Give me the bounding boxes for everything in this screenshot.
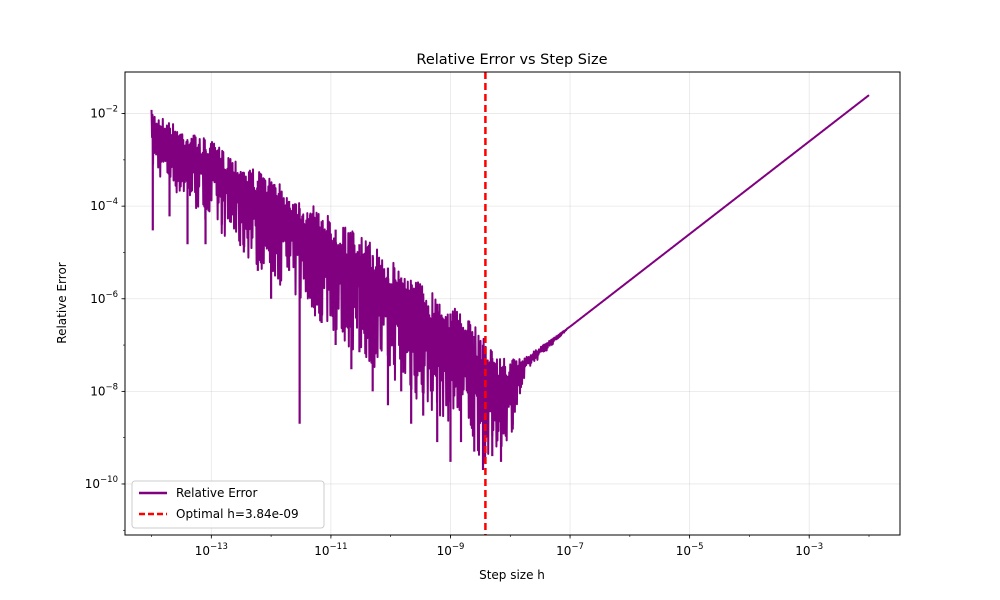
x-tick-label: 10−9 [437, 542, 465, 558]
x-tick-label: 10−5 [676, 542, 704, 558]
plot-frame [124, 71, 901, 536]
legend: Relative Error Optimal h=3.84e-09 [131, 480, 325, 529]
y-tick-label: 10−6 [90, 290, 118, 306]
legend-box [131, 480, 325, 529]
x-axis: 10−13 10−11 10−9 10−7 10−5 10−3 [151, 535, 870, 558]
legend-label-optimal: Optimal h=3.84e-09 [176, 507, 299, 521]
legend-label-relative-error: Relative Error [176, 486, 258, 500]
y-tick-label: 10−4 [90, 197, 118, 213]
y-axis: 10−10 10−8 10−6 10−4 10−2 [85, 105, 125, 531]
chart-title: Relative Error vs Step Size [416, 52, 607, 68]
series-layer [150, 72, 870, 535]
x-axis-title: Step size h [479, 568, 545, 582]
y-tick-label: 10−2 [90, 105, 118, 121]
plot-area [125, 72, 900, 535]
x-tick-label: 10−11 [314, 542, 347, 558]
x-tick-label: 10−7 [556, 542, 584, 558]
y-tick-label: 10−10 [85, 475, 118, 491]
grid [125, 72, 900, 535]
x-tick-label: 10−13 [195, 542, 228, 558]
x-tick-label: 10−3 [795, 542, 823, 558]
y-tick-label: 10−8 [90, 382, 118, 398]
y-axis-title: Relative Error [55, 262, 69, 344]
